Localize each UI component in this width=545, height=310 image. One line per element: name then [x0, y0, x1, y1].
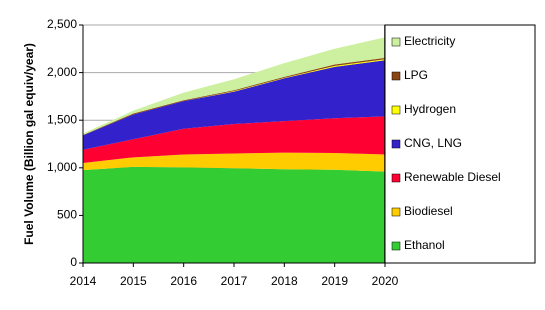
legend-swatch — [391, 71, 401, 81]
area — [83, 116, 385, 164]
area — [83, 60, 385, 150]
x-tick-label: 2020 — [372, 274, 399, 288]
legend-label: CNG, LNG — [404, 136, 462, 150]
area — [83, 166, 385, 263]
legend-swatch — [391, 105, 401, 115]
legend-label: Renewable Diesel — [404, 170, 501, 184]
legend-box — [384, 24, 536, 264]
legend-swatch — [391, 37, 401, 47]
legend-swatch — [391, 207, 401, 217]
y-tick-label: 500 — [57, 208, 77, 222]
y-tick-label: 1,500 — [47, 112, 77, 126]
x-tick-label: 2014 — [70, 274, 97, 288]
area — [83, 37, 385, 135]
legend-label: Biodiesel — [404, 204, 453, 218]
y-tick-label: 0 — [70, 255, 77, 269]
x-tick-label: 2016 — [170, 274, 197, 288]
y-tick-label: 2,500 — [47, 17, 77, 31]
legend-swatch — [391, 139, 401, 149]
y-axis-label: Fuel Volume (Billion gal equiv/year) — [22, 43, 36, 245]
area — [83, 152, 385, 172]
y-tick-label: 1,000 — [47, 160, 77, 174]
legend-swatch — [391, 173, 401, 183]
legend-label: Hydrogen — [404, 102, 456, 116]
x-tick-label: 2015 — [120, 274, 147, 288]
legend-label: Ethanol — [404, 238, 445, 252]
x-tick-label: 2017 — [221, 274, 248, 288]
y-tick-label: 2,000 — [47, 65, 77, 79]
x-tick-label: 2018 — [271, 274, 298, 288]
x-tick-label: 2019 — [321, 274, 348, 288]
legend-label: Electricity — [404, 34, 455, 48]
legend-swatch — [391, 241, 401, 251]
legend-label: LPG — [404, 68, 428, 82]
